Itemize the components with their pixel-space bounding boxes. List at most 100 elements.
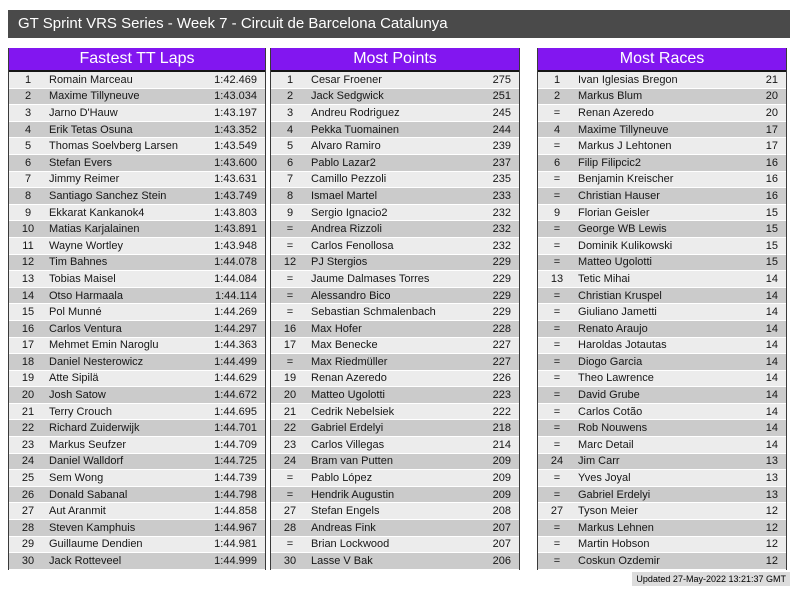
table-row: = Markus Lehnen 12 [538,519,786,537]
table-row: 2 Jack Sedgwick 251 [271,88,519,106]
cell-name: Tyson Meier [576,502,716,521]
table-row: 4 Erik Tetas Osuna 1:43.352 [9,121,265,139]
cell-rank: 2 [9,88,47,106]
cell-value: 227 [449,353,519,371]
cell-value: 15 [716,204,786,222]
cell-name: Jim Carr [576,453,716,471]
table-row: 9 Florian Geisler 15 [538,204,786,222]
cell-value: 20 [716,88,786,106]
cell-rank: 5 [9,137,47,155]
cell-rank: 3 [9,104,47,122]
cell-rank: 24 [538,453,576,471]
cell-name: Sergio Ignacio2 [309,204,449,222]
cell-value: 233 [449,187,519,205]
cell-name: Pablo López [309,469,449,487]
cell-name: Giuliano Jametti [576,303,716,321]
cell-rank: = [538,552,576,570]
cell-name: Jarno D'Hauw [47,104,195,122]
cell-name: Aut Aranmit [47,502,195,521]
cell-value: 1:43.803 [195,204,265,222]
cell-name: Josh Satow [47,386,195,404]
cell-name: Romain Marceau [47,72,195,89]
cell-name: Markus Seufzer [47,436,195,454]
cell-value: 251 [449,88,519,106]
cell-name: Christian Hauser [576,187,716,205]
cell-rank: 21 [9,403,47,421]
table-row: = Alessandro Bico 229 [271,287,519,305]
table-row: = Coskun Ozdemir 12 [538,552,786,570]
table-row: = Marc Detail 14 [538,436,786,454]
cell-value: 1:44.858 [195,502,265,521]
cell-name: Carlos Fenollosa [309,237,449,255]
cell-value: 222 [449,403,519,421]
table-row: 20 Josh Satow 1:44.672 [9,386,265,404]
cell-value: 229 [449,287,519,305]
table-row: = Diogo Garcia 14 [538,353,786,371]
cell-value: 209 [449,486,519,504]
cell-rank: = [271,536,309,554]
table-row: 28 Andreas Fink 207 [271,519,519,537]
table-row: 6 Pablo Lazar2 237 [271,154,519,172]
cell-name: Sebastian Schmalenbach [309,303,449,321]
cell-rank: = [538,486,576,504]
table-row: = Rob Nouwens 14 [538,419,786,438]
table-row: 22 Richard Zuiderwijk 1:44.701 [9,419,265,438]
cell-value: 14 [716,436,786,454]
table-row: 27 Stefan Engels 208 [271,502,519,521]
cell-value: 1:44.078 [195,254,265,272]
cell-rank: 30 [271,552,309,570]
cell-rank: = [538,519,576,537]
cell-name: Donald Sabanal [47,486,195,504]
table-row: 1 Romain Marceau 1:42.469 [9,72,265,89]
table-row: 17 Mehmet Emin Naroglu 1:44.363 [9,337,265,355]
cell-name: Wayne Wortley [47,237,195,255]
cell-value: 14 [716,287,786,305]
cell-value: 14 [716,403,786,421]
cell-rank: 18 [9,353,47,371]
cell-value: 1:44.798 [195,486,265,504]
cell-name: Stefan Engels [309,502,449,521]
cell-name: Max Benecke [309,337,449,355]
cell-name: Pol Munné [47,303,195,321]
cell-rank: 20 [9,386,47,404]
cell-value: 275 [449,72,519,89]
cell-rank: 28 [9,519,47,537]
cell-value: 208 [449,502,519,521]
cell-value: 1:43.549 [195,137,265,155]
table-row: 14 Otso Harmaala 1:44.114 [9,287,265,305]
updated-timestamp: Updated 27-May-2022 13:21:37 GMT [632,572,790,586]
cell-rank: 1 [538,72,576,89]
table-row: = Carlos Cotão 14 [538,403,786,421]
table-row: 4 Pekka Tuomainen 244 [271,121,519,139]
table-row: 5 Alvaro Ramiro 239 [271,137,519,155]
table-row: 9 Ekkarat Kankanok4 1:43.803 [9,204,265,222]
table-row: 24 Bram van Putten 209 [271,453,519,471]
cell-value: 245 [449,104,519,122]
table-row: 19 Renan Azeredo 226 [271,370,519,388]
table-row: 7 Jimmy Reimer 1:43.631 [9,171,265,189]
cell-rank: 9 [271,204,309,222]
table-row: = Jaume Dalmases Torres 229 [271,270,519,288]
table-row: = Benjamin Kreischer 16 [538,171,786,189]
cell-name: Cesar Froener [309,72,449,89]
cell-name: Jimmy Reimer [47,171,195,189]
cell-value: 12 [716,502,786,521]
cell-rank: 30 [9,552,47,570]
cell-name: Theo Lawrence [576,370,716,388]
cell-rank: 3 [271,104,309,122]
cell-rank: = [271,486,309,504]
cell-value: 16 [716,187,786,205]
cell-name: Cedrik Nebelsiek [309,403,449,421]
cell-rank: = [271,270,309,288]
cell-name: Maxime Tillyneuve [576,121,716,139]
cell-value: 206 [449,552,519,570]
cell-name: Andrea Rizzoli [309,220,449,238]
table-row: 5 Thomas Soelvberg Larsen 1:43.549 [9,137,265,155]
table-row: 2 Maxime Tillyneuve 1:43.034 [9,88,265,106]
cell-value: 20 [716,104,786,122]
cell-value: 1:43.352 [195,121,265,139]
cell-value: 14 [716,370,786,388]
table-row: 30 Jack Rotteveel 1:44.999 [9,552,265,570]
table-row: = Christian Hauser 16 [538,187,786,205]
table-row: 30 Lasse V Bak 206 [271,552,519,570]
